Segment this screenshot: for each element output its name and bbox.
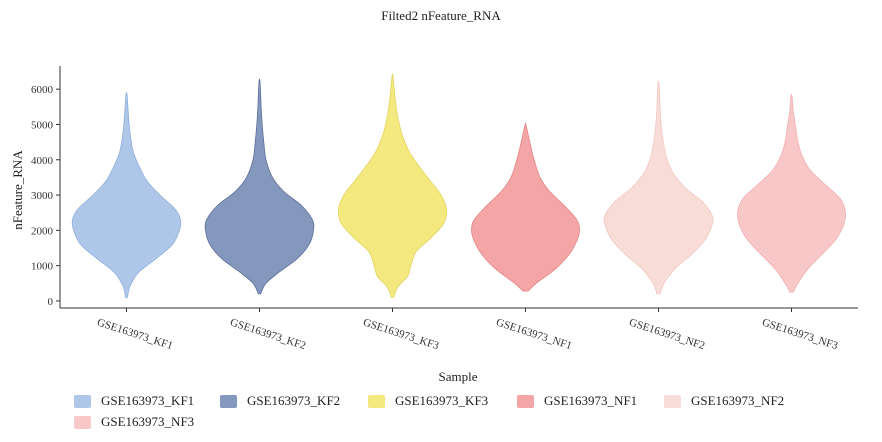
legend-item: GSE163973_KF3 [368, 392, 488, 410]
violin-gse163973_nf2 [603, 80, 714, 295]
legend-label: GSE163973_KF1 [101, 393, 195, 408]
y-tick-label: 1000 [31, 261, 54, 273]
violin-gse163973_kf2 [204, 78, 315, 295]
y-tick-label: 3000 [31, 190, 54, 202]
violin-gse163973_kf3 [337, 73, 448, 298]
legend-swatch [368, 394, 385, 408]
violin-group [71, 73, 846, 298]
chart-title: Filted2 nFeature_RNA [381, 8, 501, 23]
legend-item: GSE163973_NF1 [517, 392, 637, 410]
y-tick-label: 4000 [31, 155, 54, 167]
legend-swatch [74, 415, 91, 429]
x-axis-label: Sample [439, 369, 478, 384]
legend-label: GSE163973_KF2 [247, 393, 341, 408]
legend-item: GSE163973_KF2 [220, 392, 340, 410]
x-tick-label: GSE163973_NF2 [628, 316, 707, 352]
y-tick-label: 6000 [31, 84, 54, 96]
x-tick-label: GSE163973_KF1 [96, 316, 175, 352]
legend-label: GSE163973_NF2 [691, 393, 785, 408]
x-tick-label: GSE163973_NF3 [761, 316, 840, 352]
legend-label: GSE163973_KF3 [395, 393, 489, 408]
legend-swatch [74, 394, 91, 408]
legend-label: GSE163973_NF1 [544, 393, 638, 408]
x-tick-label: GSE163973_KF2 [229, 316, 308, 352]
violin-gse163973_kf1 [71, 92, 182, 298]
legend-label: GSE163973_NF3 [101, 414, 195, 429]
y-axis-label: nFeature_RNA [10, 150, 25, 230]
legend-item: GSE163973_NF3 [74, 413, 194, 431]
y-tick-label: 2000 [31, 225, 54, 237]
legend-swatch [664, 394, 681, 408]
x-tick-label: GSE163973_KF3 [362, 316, 441, 352]
legend-item: GSE163973_KF1 [74, 392, 194, 410]
y-tick-label: 5000 [31, 119, 54, 131]
violin-gse163973_nf1 [471, 122, 580, 292]
x-tick-label: GSE163973_NF1 [495, 316, 574, 352]
y-tick-label: 0 [48, 296, 54, 308]
legend-swatch [220, 394, 237, 408]
legend-swatch [517, 394, 534, 408]
legend-item: GSE163973_NF2 [664, 392, 784, 410]
violin-gse163973_nf3 [737, 94, 846, 293]
